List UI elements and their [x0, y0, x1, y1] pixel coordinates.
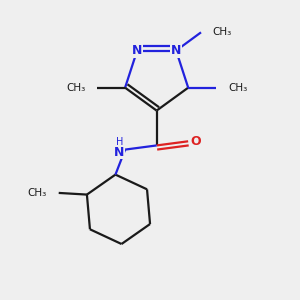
Text: N: N [132, 44, 142, 57]
Text: CH₃: CH₃ [213, 27, 232, 37]
Text: CH₃: CH₃ [28, 188, 47, 198]
Text: CH₃: CH₃ [66, 83, 85, 93]
Text: N: N [114, 146, 124, 159]
Text: N: N [171, 44, 181, 57]
Text: O: O [190, 135, 201, 148]
Text: H: H [116, 137, 123, 147]
Text: CH₃: CH₃ [228, 83, 247, 93]
